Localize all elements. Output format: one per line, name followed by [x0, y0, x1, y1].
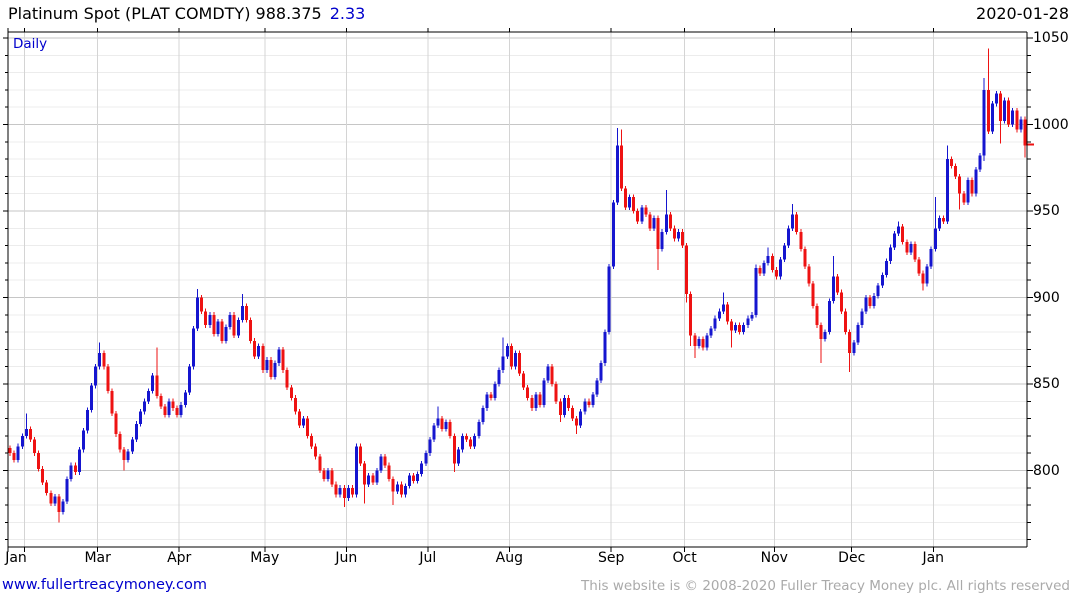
chart-title: Platinum Spot (PLAT COMDTY) 988.375	[8, 4, 322, 23]
x-axis-label: Jan	[922, 550, 945, 566]
x-axis-label: Jun	[335, 550, 358, 566]
x-axis-label: Nov	[760, 550, 788, 566]
x-axis-label: May	[250, 550, 280, 566]
y-axis-label: 850	[1033, 376, 1060, 392]
y-axis-label: 1000	[1033, 116, 1069, 133]
website-link[interactable]: www.fullertreacymoney.com	[2, 577, 207, 593]
x-axis-label: Jan	[5, 550, 27, 566]
timeframe-label: Daily	[13, 36, 48, 52]
x-axis-label: Sep	[598, 550, 625, 566]
major-gridlines	[8, 37, 1027, 471]
x-axis-label: Oct	[672, 550, 697, 566]
x-axis-label: Aug	[495, 550, 524, 566]
y-axis-label: 950	[1033, 203, 1060, 219]
month-gridlines	[23, 32, 934, 547]
y-axis-label: 800	[1033, 462, 1060, 479]
chart-header: Platinum Spot (PLAT COMDTY) 988.375 2.33	[8, 4, 1068, 28]
x-axis-label: Jul	[419, 550, 437, 566]
copyright-text: This website is © 2008-2020 Fuller Treac…	[581, 578, 1070, 594]
axis-frame	[3, 28, 1033, 552]
x-axis-label: Apr	[167, 550, 192, 566]
x-axis-label: Dec	[838, 550, 866, 566]
minor-gridlines	[8, 54, 1027, 541]
candles	[8, 48, 1027, 523]
y-axis-label: 1050	[1033, 30, 1069, 46]
x-axis-label: Mar	[84, 550, 111, 566]
price-change: 2.33	[329, 4, 366, 23]
chart-date: 2020-01-28	[976, 4, 1069, 23]
y-axis-label: 900	[1033, 289, 1060, 306]
